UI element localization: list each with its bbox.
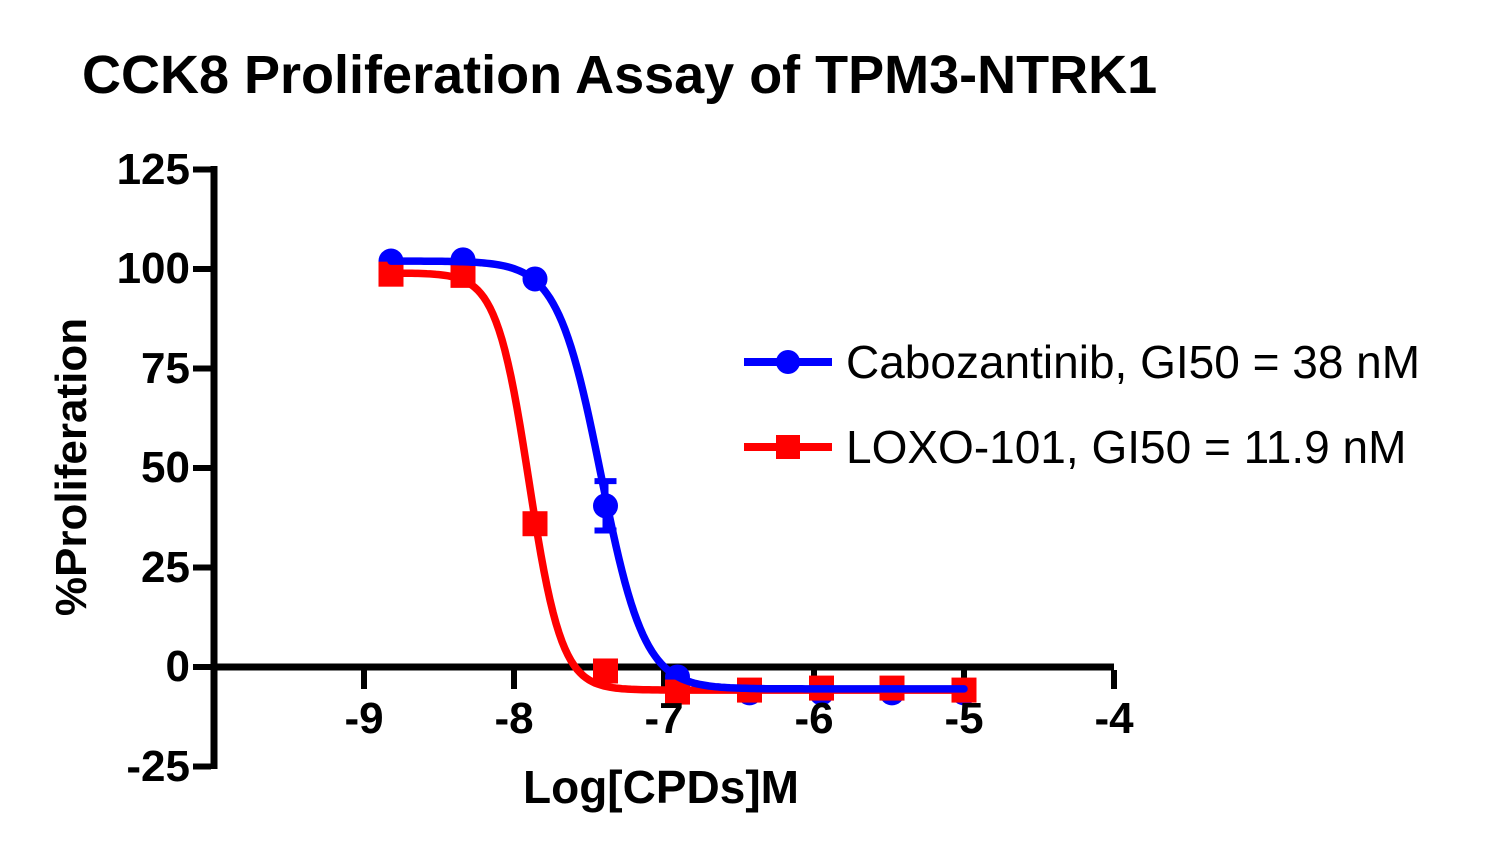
x-tick-label: -4 [1094,694,1134,743]
data-point-square [450,262,476,288]
data-point-square [378,261,404,287]
y-axis-label: %Proliferation [47,317,96,617]
x-axis-label: Log[CPDs]M [523,761,799,813]
legend: Cabozantinib, GI50 = 38 nM LOXO-101, GI5… [740,336,1421,508]
loxo101-line-square-marker-icon [744,435,832,459]
chart-title: CCK8 Proliferation Assay of TPM3-NTRK1 [82,45,1158,105]
y-tick-label: 100 [116,244,190,293]
y-tick-label: 50 [141,443,190,492]
legend-label-loxo101: LOXO-101, GI50 = 11.9 nM [846,421,1407,473]
x-tick-label: -7 [644,694,684,743]
x-tick-label: -6 [794,694,834,743]
legend-item-loxo101: LOXO-101, GI50 = 11.9 nM [740,421,1420,473]
x-tick-label: -8 [494,694,534,743]
y-tick-label: 0 [165,642,190,691]
data-point-square [522,511,548,537]
legend-item-cabozantinib: Cabozantinib, GI50 = 38 nM [740,336,1421,388]
y-tick-label: -25 [126,741,190,791]
legend-label-cabozantinib: Cabozantinib, GI50 = 38 nM [846,336,1421,388]
y-tick-label: 125 [116,144,190,194]
y-tick-label: 25 [141,542,190,592]
y-tick-label: 75 [141,343,190,393]
fit-curve [387,257,968,693]
x-tick-label: -9 [344,694,384,743]
cabozantinib-line-circle-marker-icon [744,350,832,374]
x-tick-label: -5 [944,694,984,743]
data-point-square [593,658,618,684]
